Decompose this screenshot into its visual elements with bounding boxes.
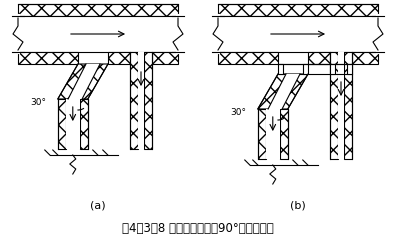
Bar [303, 64, 308, 74]
Polygon shape [268, 74, 300, 109]
Bar [352, 52, 378, 64]
Text: (b): (b) [290, 200, 306, 210]
Bar [278, 64, 283, 74]
Polygon shape [258, 74, 308, 109]
Polygon shape [68, 64, 100, 99]
Text: 30°: 30° [30, 98, 46, 107]
Bar [344, 52, 352, 159]
Bar [152, 52, 178, 64]
Bar [338, 52, 344, 159]
Polygon shape [58, 64, 108, 99]
Bar [218, 4, 378, 16]
Bar [280, 109, 288, 159]
Bar [18, 4, 178, 16]
Text: (a): (a) [90, 200, 106, 210]
Bar [108, 52, 130, 64]
Bar [58, 99, 66, 149]
Text: 30°: 30° [230, 108, 246, 116]
Bar [218, 52, 278, 64]
Bar [218, 16, 378, 52]
Bar [330, 52, 338, 159]
Bar [347, 64, 352, 74]
Bar [258, 109, 266, 159]
Bar [80, 99, 88, 149]
Bar [144, 52, 152, 149]
Bar [138, 52, 144, 149]
Bar [18, 52, 78, 64]
Text: 图4．3．8 主风管与支风管90°连接示意图: 图4．3．8 主风管与支风管90°连接示意图 [122, 223, 274, 235]
Bar [308, 52, 330, 64]
Bar [66, 99, 80, 149]
Bar [330, 64, 335, 74]
Bar [18, 16, 178, 52]
Bar [266, 109, 280, 159]
Bar [130, 52, 138, 149]
